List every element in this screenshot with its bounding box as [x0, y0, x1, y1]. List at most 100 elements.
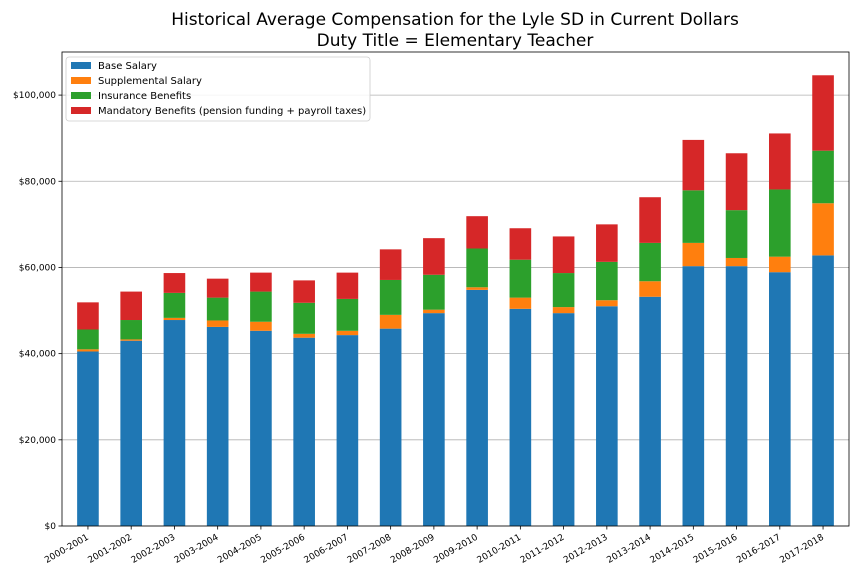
y-tick-label: $100,000 — [13, 91, 56, 101]
bar-segment — [552, 236, 575, 274]
bar-segment — [725, 257, 748, 267]
x-tick-label: 2017-2018 — [778, 533, 826, 566]
bar-segment — [509, 308, 532, 526]
bar-segment — [293, 302, 315, 334]
x-tick-label: 2013-2014 — [605, 533, 653, 566]
bar-segment — [206, 278, 229, 298]
bar-segment — [682, 242, 705, 267]
legend-swatch — [71, 77, 91, 84]
bar-segment — [466, 287, 488, 290]
x-tick-label: 2015-2016 — [692, 533, 740, 566]
x-tick-label: 2006-2007 — [303, 533, 350, 566]
x-tick-label: 2005-2006 — [259, 533, 307, 566]
x-tick-label: 2016-2017 — [735, 533, 782, 566]
x-tick-label: 2002-2003 — [130, 533, 177, 566]
bar-segment — [596, 300, 618, 307]
bar-segment — [163, 317, 186, 321]
bar-segment — [812, 150, 834, 204]
x-tick-label: 2000-2001 — [43, 533, 90, 566]
bar-segment — [596, 224, 618, 262]
bar-segment — [293, 280, 315, 303]
bar-segment — [509, 228, 532, 260]
bar-segment — [639, 242, 661, 282]
bar-segment — [509, 297, 532, 309]
bar-segment — [250, 330, 272, 526]
bar-segment — [466, 289, 488, 526]
y-tick-label: $40,000 — [19, 350, 56, 360]
bar-segment — [336, 298, 359, 331]
legend-label: Insurance Benefits — [98, 91, 191, 102]
bar-segment — [336, 272, 359, 299]
bar-segment — [336, 335, 359, 526]
bar-segment — [379, 279, 402, 315]
bar-segment — [639, 281, 661, 297]
bar-segment — [423, 313, 445, 526]
bar-segment — [77, 329, 99, 350]
bar-segment — [812, 203, 834, 256]
bar-segment — [769, 133, 791, 190]
bar-segment — [293, 333, 315, 338]
bars — [77, 75, 834, 526]
x-tick-label: 2003-2004 — [173, 533, 221, 566]
bar-segment — [250, 272, 272, 292]
bar-segment — [163, 273, 186, 293]
y-axis-ticks: $0 $20,000 $40,000 $60,000 $80,000 $100,000 — [13, 91, 62, 532]
y-tick-label: $80,000 — [19, 177, 56, 187]
bar-segment — [682, 266, 705, 526]
bar-segment — [423, 309, 445, 314]
bar-segment — [423, 274, 445, 310]
x-tick-label: 2004-2005 — [216, 533, 263, 566]
bar-segment — [682, 190, 705, 243]
y-tick-label: $60,000 — [19, 263, 56, 273]
legend-box — [65, 56, 371, 122]
legend-label: Supplemental Salary — [98, 76, 202, 87]
bar-segment — [163, 292, 186, 318]
chart-subtitle: Duty Title = Elementary Teacher — [317, 31, 594, 51]
legend-swatch — [71, 107, 91, 114]
y-tick-label: $20,000 — [19, 436, 56, 446]
bar-segment — [552, 307, 575, 314]
bar-segment — [552, 273, 575, 308]
bar-segment — [725, 153, 748, 211]
bar-segment — [206, 326, 229, 526]
bar-segment — [120, 320, 142, 340]
x-tick-label: 2010-2011 — [476, 533, 523, 566]
bar-segment — [293, 337, 315, 526]
bar-segment — [812, 75, 834, 151]
chart-title: Historical Average Compensation for the … — [171, 10, 739, 30]
bar-segment — [120, 339, 142, 341]
bar-segment — [596, 306, 618, 526]
bar-segment — [77, 349, 99, 352]
bar-segment — [379, 249, 402, 280]
bar-segment — [769, 189, 791, 257]
bar-segment — [336, 330, 359, 336]
x-tick-label: 2008-2009 — [389, 533, 437, 566]
bar-segment — [77, 351, 99, 526]
bar-segment — [812, 255, 834, 526]
bar-segment — [206, 297, 229, 321]
bar-segment — [120, 291, 142, 321]
bar-segment — [639, 296, 661, 526]
x-tick-label: 2012-2013 — [562, 533, 609, 566]
legend-swatch — [71, 92, 91, 99]
bar-segment — [163, 320, 186, 526]
legend-swatch — [71, 62, 91, 69]
bar-segment — [682, 139, 705, 191]
bar-segment — [552, 313, 575, 526]
bar-segment — [769, 272, 791, 526]
y-tick-label: $0 — [45, 522, 57, 532]
bar-segment — [120, 340, 142, 526]
bar-segment — [509, 259, 532, 298]
bar-segment — [725, 266, 748, 526]
x-tick-label: 2014-2015 — [649, 533, 696, 566]
legend: Base Salary Supplemental Salary Insurance … — [65, 56, 371, 122]
bar-segment — [596, 261, 618, 301]
x-tick-label: 2001-2002 — [86, 533, 133, 566]
bar-segment — [77, 302, 99, 330]
bar-segment — [423, 238, 445, 275]
bar-segment — [206, 320, 229, 327]
bar-segment — [725, 210, 748, 258]
x-tick-label: 2009-2010 — [432, 533, 480, 566]
bar-segment — [379, 328, 402, 526]
